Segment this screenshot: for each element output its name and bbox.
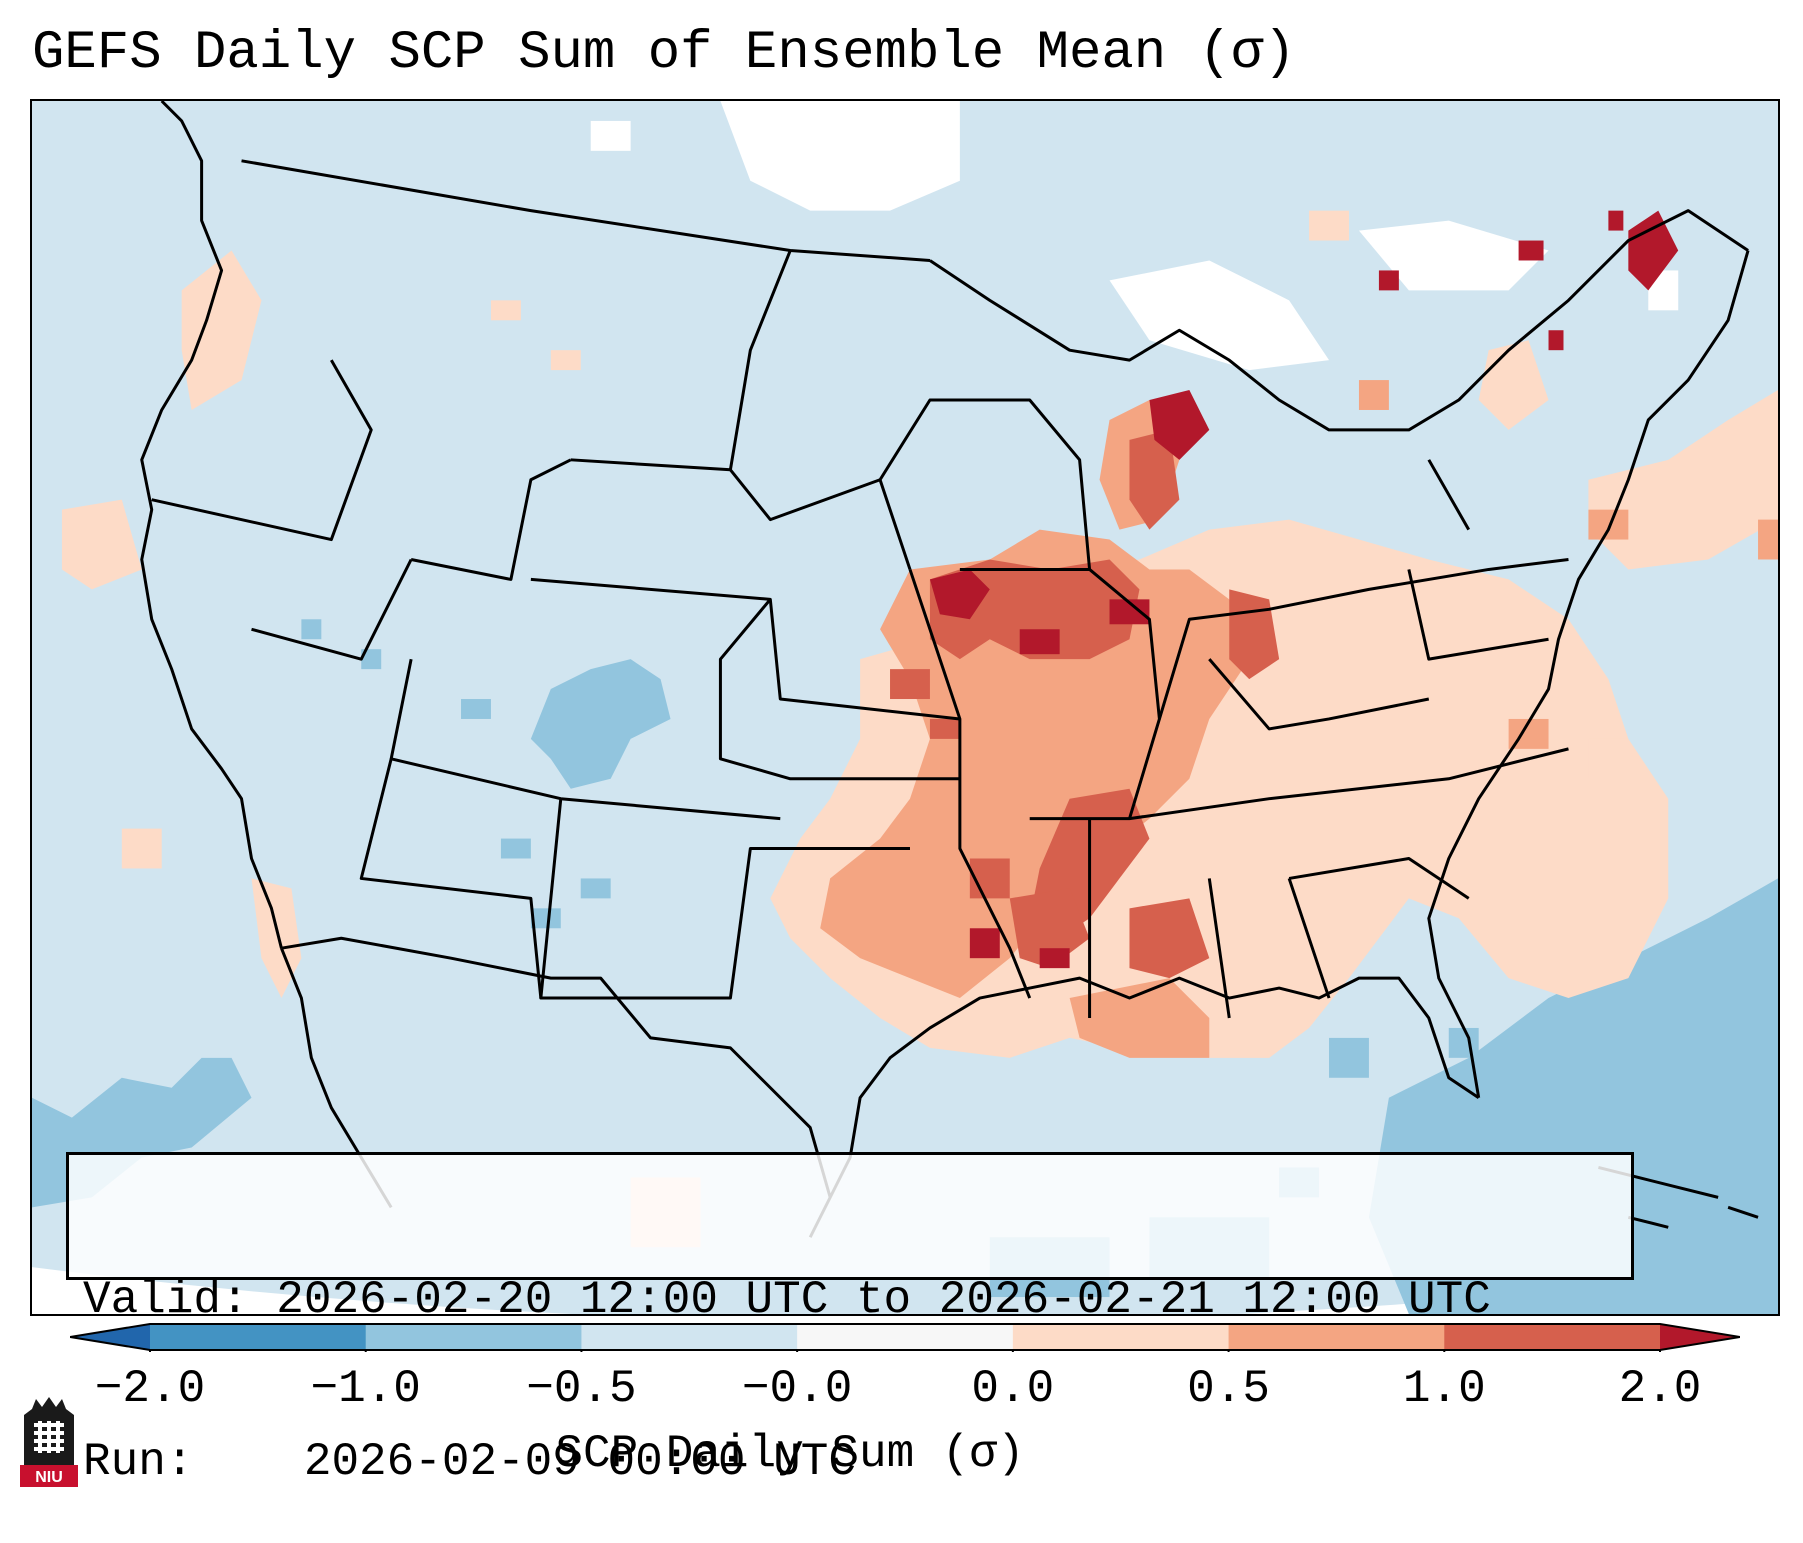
colorbar-tick-label: 0.5 bbox=[1187, 1363, 1270, 1415]
colorbar-bin bbox=[365, 1324, 582, 1350]
state-border-8 bbox=[359, 758, 543, 999]
logo-text: NIU bbox=[35, 1469, 63, 1486]
state-border-6 bbox=[718, 598, 960, 781]
logo-base bbox=[20, 1465, 78, 1487]
east-coastline bbox=[1427, 250, 1750, 1098]
state-border-13 bbox=[1129, 747, 1569, 821]
colorbar-tick-label: 0.0 bbox=[971, 1363, 1055, 1415]
state-border-18 bbox=[729, 468, 881, 522]
colorbar-tick-label: 1.0 bbox=[1402, 1363, 1486, 1415]
state-border-14 bbox=[1088, 818, 1331, 1019]
state-border-2 bbox=[251, 558, 413, 661]
validity-info-box: Valid: 2026-02-20 12:00 UTC to 2026-02-2… bbox=[66, 1152, 1634, 1488]
niu-building-icon: NIU bbox=[20, 1397, 78, 1487]
colorado-negative-region bbox=[530, 659, 671, 789]
valid-value: 2026-02-20 12:00 UTC to 2026-02-21 12:00… bbox=[276, 1274, 1491, 1326]
state-border-15 bbox=[1288, 857, 1470, 900]
colorbar-tick-label: −0.0 bbox=[741, 1363, 853, 1415]
positive-high-anomaly-region bbox=[890, 429, 1280, 979]
colorbar-over-extension bbox=[1660, 1324, 1740, 1350]
gulf-coastline bbox=[808, 976, 1480, 1238]
colorbar-bin bbox=[1012, 1324, 1230, 1350]
state-border-16 bbox=[1407, 459, 1549, 661]
state-border-4 bbox=[570, 249, 792, 472]
map-panel[interactable] bbox=[30, 99, 1780, 1316]
valid-label: Valid: bbox=[83, 1274, 249, 1326]
colorbar-tick-label: −2.0 bbox=[94, 1363, 206, 1415]
great-lakes-shore bbox=[929, 209, 1749, 432]
canada-us-border bbox=[241, 159, 931, 262]
colorbar bbox=[70, 1323, 1740, 1352]
run-label: Run: bbox=[83, 1436, 194, 1488]
colorbar-bin bbox=[581, 1324, 798, 1350]
state-border-11 bbox=[959, 567, 1161, 821]
valid-row: Valid: 2026-02-20 12:00 UTC to 2026-02-2… bbox=[83, 1273, 1631, 1327]
political-borders bbox=[140, 101, 1750, 1238]
state-border-9 bbox=[539, 798, 910, 1000]
neutral-patches bbox=[590, 101, 1679, 371]
map-title: GEFS Daily SCP Sum of Ensemble Mean (σ) bbox=[32, 23, 1296, 84]
colorbar-tick-label: −0.5 bbox=[526, 1363, 637, 1415]
state-border-17 bbox=[878, 398, 1092, 570]
positive-extreme-anomaly-region bbox=[929, 210, 1679, 969]
state-border-7 bbox=[389, 658, 781, 821]
logo-windows bbox=[34, 1421, 64, 1453]
mexico-border bbox=[281, 936, 832, 1198]
colorbar-label: SCP Daily Sum (σ) bbox=[555, 1428, 1025, 1480]
run-row: Run: 2026-02-09 00:00 UTC bbox=[83, 1435, 1631, 1489]
state-border-10 bbox=[908, 568, 1032, 999]
state-border-1 bbox=[151, 359, 373, 542]
colorbar-bin bbox=[797, 1324, 1014, 1350]
state-border-12 bbox=[1157, 558, 1569, 720]
colorbar-under-extension bbox=[70, 1324, 150, 1350]
state-border-3 bbox=[410, 458, 572, 581]
colorbar-bin bbox=[150, 1324, 367, 1350]
state-border-19 bbox=[1208, 658, 1430, 731]
run-value: 2026-02-09 00:00 UTC bbox=[303, 1436, 856, 1488]
scp-field-map[interactable] bbox=[32, 101, 1778, 1314]
colorbar-tick-label: 2.0 bbox=[1618, 1363, 1702, 1415]
colorbar-bin bbox=[1228, 1324, 1445, 1350]
colorbar-bin bbox=[1444, 1324, 1661, 1350]
colorbar-tick-label: −1.0 bbox=[310, 1363, 421, 1415]
west-coastline bbox=[140, 101, 283, 949]
state-border-5 bbox=[530, 577, 961, 721]
